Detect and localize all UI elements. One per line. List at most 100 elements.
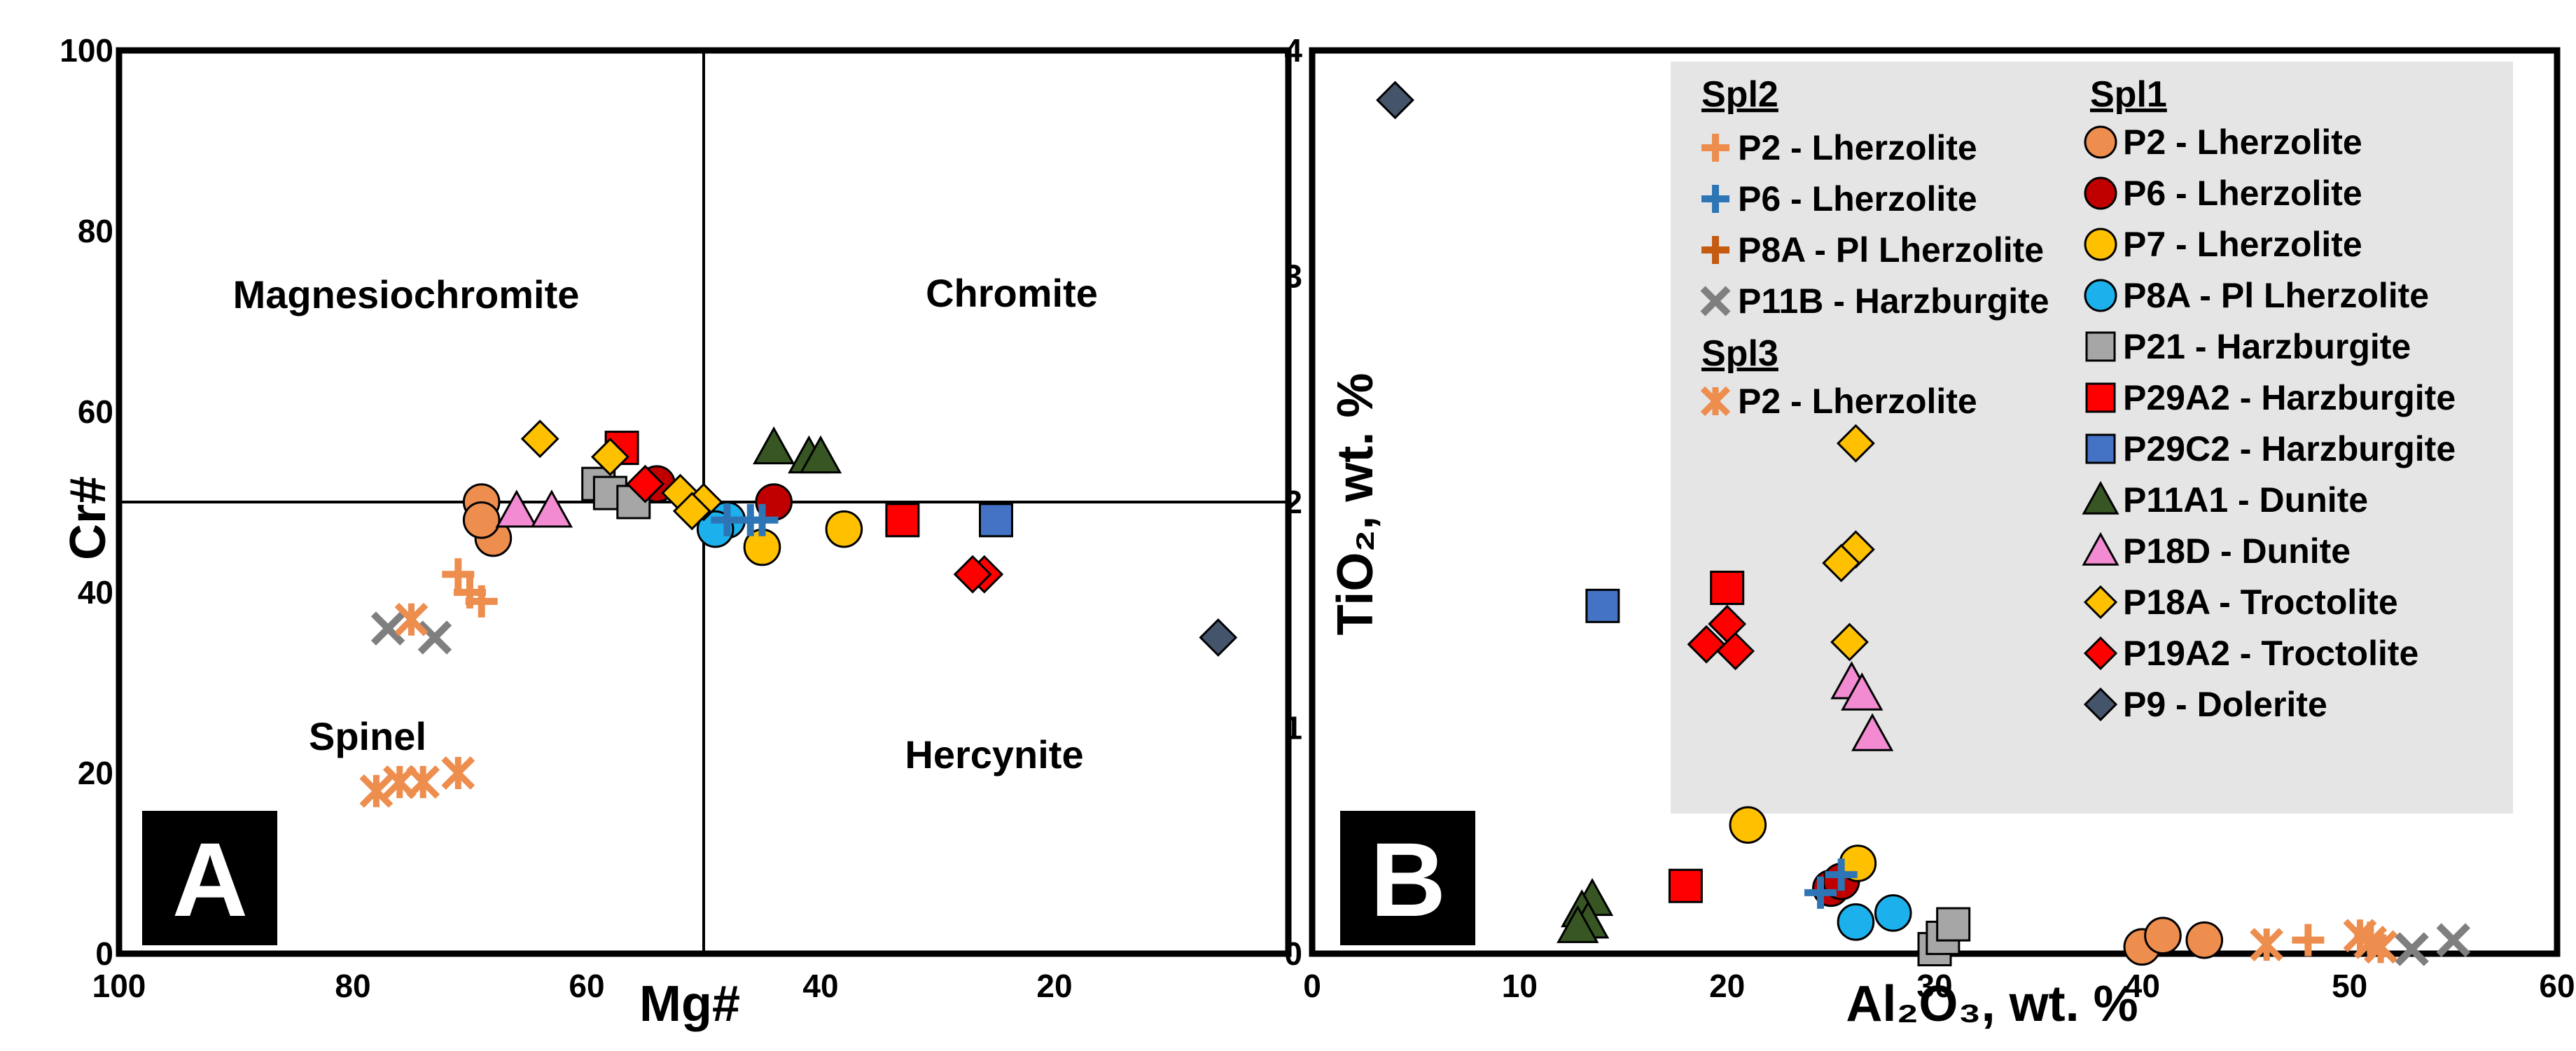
- legend-marker: [1701, 134, 1729, 162]
- panel-a-label: A: [172, 821, 248, 938]
- data-point: [1585, 588, 1620, 623]
- legend-marker: [2082, 480, 2119, 515]
- data-point: [1804, 876, 1837, 909]
- legend-marker: [2083, 687, 2118, 722]
- legend-marker: [2084, 176, 2117, 210]
- legend-item-label: P11A1 - Dunite: [2123, 480, 2368, 520]
- data-point: [1936, 907, 1971, 942]
- legend-item-label: P2 - Lherzolite: [2123, 123, 2362, 162]
- legend-marker: [2083, 636, 2118, 671]
- panel-b-xtick-label: 10: [1502, 968, 1538, 1004]
- legend-item-label: P11B - Harzburgite: [1738, 281, 2049, 321]
- panel-a-xtick-label: 100: [92, 968, 146, 1004]
- data-point: [495, 489, 538, 528]
- data-point: [626, 464, 664, 503]
- panel-a-ticks: 0 20 40 60 80 100 100 80 60 40 20: [60, 32, 1072, 1004]
- data-point: [406, 765, 440, 799]
- data-point: [2292, 924, 2325, 956]
- legend-marker: [2085, 331, 2116, 362]
- legend-marker: [1701, 236, 1729, 264]
- legend-item-label: P9 - Dolerite: [2123, 685, 2327, 724]
- legend-item-label: P19A2 - Troctolite: [2123, 634, 2418, 673]
- data-point: [442, 558, 475, 591]
- legend-heading-spl3: Spl3: [1701, 333, 1778, 374]
- data-point: [1841, 672, 1884, 711]
- panel-a-ylabel: Cr#: [60, 476, 116, 560]
- data-point: [359, 774, 394, 808]
- panel-a-marks: [359, 419, 1238, 808]
- field-spinel: Spinel: [309, 714, 426, 758]
- data-point: [1830, 622, 1869, 662]
- data-point: [370, 611, 405, 646]
- data-point: [2364, 930, 2397, 964]
- panel-a-xtick-label: 40: [802, 968, 838, 1004]
- legend-item-label: P6 - Lherzolite: [1738, 179, 1977, 218]
- data-point: [2436, 923, 2471, 957]
- data-point: [1716, 632, 1755, 671]
- data-point: [417, 620, 452, 655]
- data-point: [1557, 905, 1599, 943]
- legend-marker: [1701, 185, 1729, 213]
- field-hercynite: Hercynite: [905, 732, 1083, 777]
- legend-item-label: P7 - Lherzolite: [2123, 225, 2362, 264]
- data-point: [2144, 917, 2182, 954]
- legend-heading-spl1: Spl1: [2090, 74, 2167, 115]
- legend-item-label: P8A - Pl Lherzolite: [1738, 230, 2044, 270]
- panel-a-xtick-label: 60: [569, 968, 604, 1004]
- data-point: [1837, 903, 1875, 941]
- data-point: [590, 438, 629, 476]
- legend-item-label: P29A2 - Harzburgite: [2123, 378, 2456, 417]
- data-point: [441, 756, 475, 790]
- panel-b-xtick-label: 60: [2539, 968, 2575, 1004]
- data-point: [2250, 928, 2284, 961]
- data-point: [672, 492, 711, 531]
- data-point: [885, 503, 920, 538]
- legend-item-label: P6 - Lherzolite: [2123, 174, 2362, 213]
- panel-b-label-box: [1340, 811, 1475, 945]
- data-point: [2395, 932, 2429, 966]
- data-point: [1874, 894, 1912, 932]
- data-point: [799, 435, 842, 474]
- data-point: [462, 501, 501, 539]
- legend-item-label: P29C2 - Harzburgite: [2123, 429, 2456, 468]
- data-point: [2185, 921, 2224, 959]
- data-point: [1822, 543, 1861, 583]
- legend-marker: [1700, 386, 1731, 417]
- data-point: [979, 503, 1013, 538]
- data-point: [1729, 806, 1767, 844]
- panel-b-xlabel: Al₂O₃, wt. %: [1846, 976, 2138, 1032]
- panel-b-xtick-label: 40: [2124, 968, 2160, 1004]
- panel-b-ytick-label: 0: [1284, 935, 1302, 972]
- panel-b-marks: [1376, 81, 2471, 967]
- data-point: [1825, 858, 1858, 891]
- legend-item-label: P21 - Harzburgite: [2123, 327, 2411, 366]
- panel-a-xtick-label: 80: [335, 968, 370, 1004]
- data-point: [1836, 424, 1875, 463]
- data-point: [1710, 571, 1745, 606]
- field-chromite: Chromite: [926, 271, 1098, 315]
- legend-item-label: P2 - Lherzolite: [1738, 382, 1977, 421]
- data-point: [1851, 713, 1894, 751]
- panel-a-ytick-label: 100: [60, 32, 113, 69]
- panel-b-ytick-label: 4: [1284, 32, 1302, 69]
- legend-marker: [1700, 286, 1731, 316]
- data-point: [520, 419, 559, 459]
- field-magnesiochromite: Magnesiochromite: [233, 272, 580, 316]
- legend-item-label: P8A - Pl Lherzolite: [2123, 276, 2429, 315]
- panel-a-ytick-label: 40: [78, 574, 113, 611]
- panel-b-ytick-label: 2: [1284, 484, 1302, 520]
- data-point: [530, 489, 573, 528]
- panel-a-ytick-label: 0: [95, 935, 113, 972]
- data-point: [1376, 81, 1414, 120]
- legend-item-label: P18A - Troctolite: [2123, 583, 2398, 622]
- legend-marker: [2084, 125, 2117, 159]
- panel-a: Magnesiochromite Chromite Spinel Hercyni…: [60, 32, 1292, 1032]
- panel-b-xtick-label: 50: [2332, 968, 2367, 1004]
- panel-b-ytick-label: 3: [1284, 258, 1302, 295]
- data-point: [1668, 868, 1703, 903]
- panel-a-label-box: [142, 811, 277, 945]
- data-point: [1687, 625, 1726, 664]
- data-point: [825, 510, 863, 548]
